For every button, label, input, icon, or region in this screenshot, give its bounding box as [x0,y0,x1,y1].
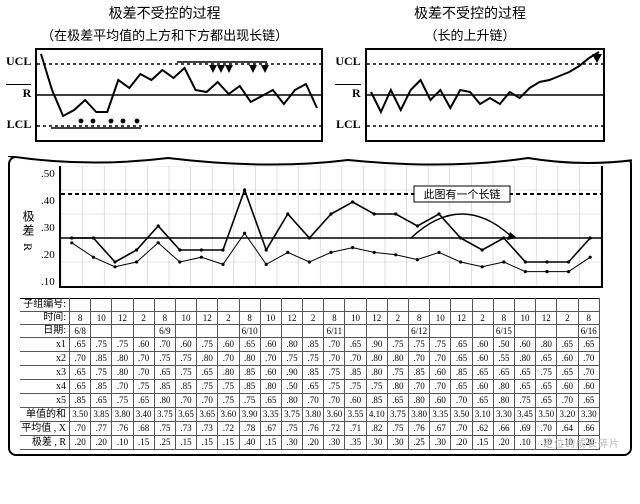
range-chart: 此图有一个长链 [59,166,603,288]
top-two-charts: 极差不受控的过程 （在极差平均值的上方和下方都出现长链） UCL R LCL 极… [0,0,640,142]
left-chart-block: 极差不受控的过程 （在极差平均值的上方和下方都出现长链） UCL R LCL [6,6,323,142]
torn-edge [8,156,632,170]
bottom-panel: 极差 R .50.40.30.20.10 此图有一个长链 子组编号:时间:810… [8,156,632,456]
right-rchart [365,48,605,142]
lcl-label: LCL [6,117,31,132]
right-chart-subtitle: （长的上升链） [335,27,604,45]
svg-text:此图有一个长链: 此图有一个长链 [423,187,500,201]
rbar-label: R [6,86,31,101]
left-rchart [35,48,323,142]
right-chart-title: 极差不受控的过程 [335,6,604,25]
left-chart-ylabels: UCL R LCL [6,48,35,138]
ucl-label: UCL [6,54,31,69]
y-axis-title: 极差 R [20,166,41,296]
y-axis-ticks: .50.40.30.20.10 [41,166,59,296]
rbar-label: R [335,86,360,101]
watermark: 定位的成长碎片 [543,435,620,450]
left-chart-subtitle: （在极差平均值的上方和下方都出现长链） [6,27,323,45]
ucl-label: UCL [335,54,360,69]
data-table: 子组编号:时间:81012281012281012281012281012281… [20,298,600,450]
right-chart-ylabels: UCL R LCL [335,48,364,138]
left-chart-title: 极差不受控的过程 [6,6,323,25]
right-chart-block: 极差不受控的过程 （长的上升链） UCL R LCL [335,6,604,142]
lcl-label: LCL [335,117,360,132]
